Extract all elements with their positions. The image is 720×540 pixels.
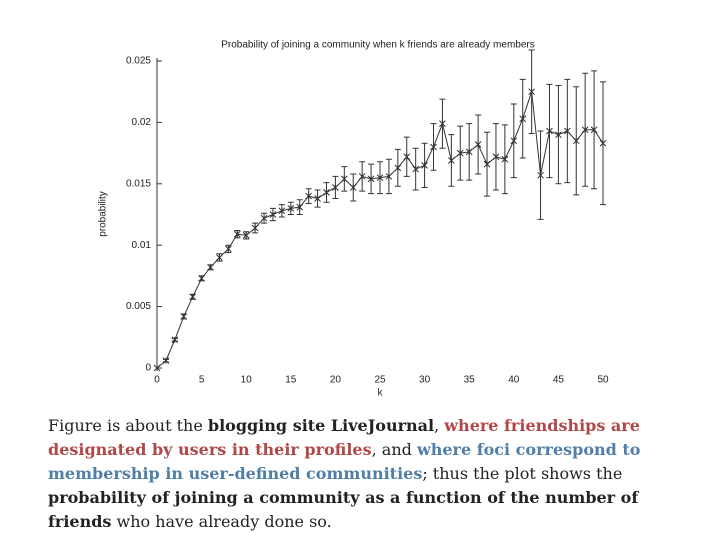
x-tick-label: 20: [330, 375, 342, 386]
point-marker: [483, 160, 491, 168]
point-marker: [296, 203, 304, 211]
point-marker: [180, 313, 188, 320]
point-marker: [358, 173, 366, 180]
y-tick-label: 0.02: [132, 117, 152, 128]
point-marker: [421, 162, 428, 169]
point-marker: [528, 88, 535, 96]
point-marker: [171, 336, 179, 344]
x-tick-label: 45: [553, 375, 565, 386]
x-tick-label: 5: [199, 375, 205, 386]
x-tick-label: 30: [419, 375, 431, 386]
x-tick-label: 35: [464, 375, 476, 386]
point-marker: [207, 263, 214, 271]
y-axis-label: probability: [98, 191, 109, 237]
point-marker: [305, 192, 312, 200]
point-marker: [162, 357, 170, 364]
x-tick-label: 40: [508, 375, 520, 386]
point-marker: [492, 153, 500, 161]
point-marker: [216, 254, 223, 261]
point-marker: [340, 175, 348, 183]
y-tick-label: 0.005: [126, 301, 151, 312]
point-marker: [501, 155, 509, 163]
point-marker: [448, 157, 455, 164]
point-marker: [403, 153, 411, 161]
point-marker: [385, 173, 393, 180]
point-marker: [430, 143, 437, 151]
point-marker: [233, 230, 241, 238]
y-tick-label: 0.015: [126, 178, 151, 189]
point-marker: [153, 364, 161, 372]
chart-title: Probability of joining a community when …: [221, 40, 534, 51]
caption-text: who have already done so.: [111, 512, 332, 531]
point-marker: [349, 184, 357, 191]
y-tick-label: 0.01: [132, 240, 152, 251]
point-marker: [581, 126, 589, 134]
point-marker: [572, 137, 580, 145]
point-marker: [563, 127, 571, 135]
point-marker: [287, 205, 295, 212]
x-tick-label: 50: [597, 375, 609, 386]
point-marker: [251, 224, 259, 232]
caption-text: , and: [371, 440, 417, 459]
caption-text: ; thus the plot shows the: [422, 464, 628, 483]
point-marker: [412, 165, 420, 173]
point-marker: [323, 189, 330, 196]
point-marker: [474, 141, 482, 148]
caption-text: ,: [434, 416, 445, 435]
point-marker: [537, 171, 544, 179]
point-marker: [225, 245, 232, 253]
caption: Figure is about the blogging site LiveJo…: [48, 414, 678, 534]
caption-text: where friendships are designated by user…: [48, 416, 646, 459]
point-marker: [278, 207, 286, 215]
series-line: [156, 91, 604, 369]
x-axis-label: k: [378, 388, 384, 399]
point-marker: [590, 126, 598, 134]
chart: Probability of joining a community when …: [98, 40, 609, 399]
point-marker: [269, 211, 277, 218]
y-tick-label: 0.025: [126, 56, 151, 67]
point-marker: [456, 149, 464, 157]
point-marker: [367, 175, 375, 183]
point-marker: [546, 127, 553, 135]
point-marker: [599, 139, 607, 147]
caption-text: Figure is about the: [48, 416, 208, 435]
point-marker: [242, 232, 250, 239]
point-marker: [198, 275, 205, 282]
point-marker: [260, 214, 268, 222]
point-marker: [376, 174, 384, 182]
caption-text: blogging site LiveJournal: [207, 416, 435, 435]
y-tick-label: 0: [145, 363, 151, 374]
caption-text: where foci correspond to membership in u…: [48, 440, 647, 483]
point-marker: [465, 148, 473, 156]
x-tick-label: 15: [285, 375, 297, 386]
point-marker: [394, 164, 402, 172]
point-marker: [314, 195, 321, 202]
point-marker: [189, 293, 197, 301]
point-marker: [510, 137, 518, 145]
point-marker: [439, 120, 446, 127]
x-tick-label: 0: [154, 375, 160, 386]
x-tick-label: 10: [241, 375, 253, 386]
point-marker: [555, 131, 562, 139]
x-tick-label: 25: [374, 375, 386, 386]
point-marker: [519, 115, 527, 123]
caption-text: probability of joining a community as a …: [48, 488, 644, 531]
point-marker: [332, 184, 339, 191]
